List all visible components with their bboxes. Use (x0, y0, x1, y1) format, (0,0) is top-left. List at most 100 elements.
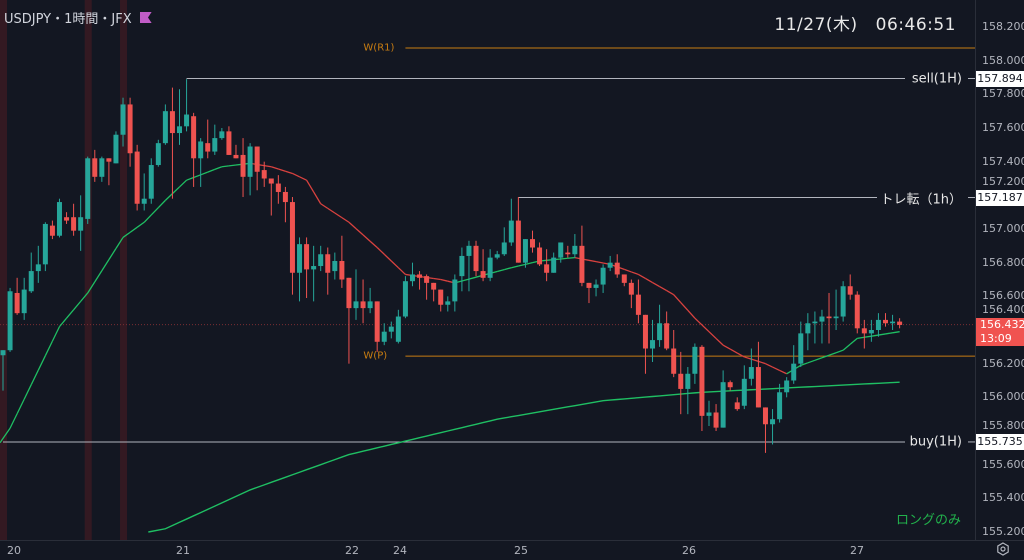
candle-body (438, 289, 444, 305)
ma-short-segment (200, 171, 208, 176)
ma-short-segment (136, 221, 145, 228)
price-axis[interactable] (975, 0, 1024, 540)
ma-short-segment (320, 203, 329, 209)
candle-body (240, 154, 246, 177)
symbol-title: USDJPY・1時間・JFX (4, 12, 132, 27)
candle-body (875, 319, 881, 330)
ma-short-segment (878, 333, 886, 336)
ma-short-segment (179, 179, 188, 188)
time-axis[interactable] (0, 540, 1024, 560)
candle-body (304, 244, 310, 270)
price-tick: 155.600 (982, 457, 1024, 471)
price-tick: 155.200 (982, 525, 1024, 538)
ma-short-segment (468, 276, 477, 280)
ma-short-segment (885, 332, 893, 335)
time-label: 24 (393, 544, 407, 557)
candle-body (847, 286, 853, 295)
date-text: 11/27(木) (774, 15, 858, 35)
price-tick: 156.800 (982, 255, 1024, 269)
candle-body (318, 254, 324, 267)
ma-short-segment (567, 256, 575, 259)
time-label: 26 (682, 544, 696, 557)
candle-body (544, 264, 550, 273)
candle-body (21, 289, 27, 314)
ma-short-segment (497, 268, 505, 273)
ma-short-segment (828, 352, 837, 356)
bar-countdown: 13:09 (980, 331, 1012, 345)
level-label-buy: buy(1H) (906, 434, 965, 450)
candle-body (424, 276, 430, 283)
candle-body (78, 217, 84, 231)
candle-body (628, 282, 634, 295)
ma-short-segment (87, 281, 96, 294)
candle-body (579, 245, 585, 283)
ma-short-segment (624, 268, 632, 273)
ma-short-segment (772, 366, 780, 371)
candle-body (621, 274, 627, 283)
ma-short-segment (150, 207, 159, 216)
ma-short-segment (638, 273, 646, 280)
candle-body (233, 154, 239, 159)
ma-short-segment (504, 267, 512, 271)
candle-body (713, 412, 719, 428)
candle-body (572, 245, 578, 255)
candle-body (494, 254, 500, 258)
ma-short-segment (433, 277, 441, 281)
candle-body (473, 245, 479, 272)
candle-body (226, 131, 232, 155)
level-label-trend: トレ転（1h） (877, 188, 965, 208)
candle-body (522, 239, 528, 263)
price-tick: 156.400 (982, 303, 1024, 316)
candle-body (311, 266, 317, 270)
ma-short-segment (16, 398, 25, 415)
candle-body (85, 158, 91, 219)
ma-short-segment (440, 278, 448, 282)
price-tick: 156.600 (982, 289, 1024, 303)
candle-body (134, 151, 140, 204)
candle-body (148, 165, 154, 199)
ma-short-segment (313, 191, 322, 205)
candle-body (297, 244, 303, 273)
level-price-label-buy: 155.735 (976, 433, 1024, 450)
candle-body (840, 286, 846, 317)
ma-short-segment (715, 337, 724, 346)
ma-short-segment (511, 265, 519, 269)
candle-body (367, 301, 373, 309)
ma-short-segment (362, 234, 371, 242)
ma-short-segment (708, 331, 717, 339)
ma-short-segment (673, 294, 682, 303)
ma-short-segment (701, 324, 710, 333)
candle-body (219, 131, 225, 139)
candle-body (35, 264, 41, 272)
ma-short-segment (271, 166, 279, 170)
candle-body (558, 242, 564, 258)
ma-long-line (148, 381, 900, 533)
ma-short-segment (207, 168, 216, 173)
candle-body (854, 294, 860, 329)
flag-icon[interactable] (139, 12, 152, 23)
candle-body (883, 319, 888, 324)
settings-gear-icon[interactable] (996, 542, 1010, 556)
candle-body (409, 274, 415, 282)
candle-body (42, 223, 48, 265)
candle-body (890, 321, 896, 324)
price-tick: 158.200 (982, 20, 1024, 33)
candle-body (734, 402, 740, 410)
ma-short-segment (595, 261, 604, 264)
price-chart[interactable] (0, 0, 975, 540)
symbol-header[interactable]: USDJPY・1時間・JFX (4, 8, 152, 27)
ma-short-segment (94, 270, 103, 283)
ma-short-segment (871, 334, 879, 337)
ma-short-segment (193, 174, 201, 179)
candle-body (897, 321, 903, 325)
candle-body (699, 346, 705, 416)
ma-short-segment (722, 344, 731, 350)
datetime-display: 11/27(木) 06:46:51 (774, 10, 956, 35)
session-band (120, 0, 128, 540)
ma-short-segment (129, 226, 138, 233)
candle-body (727, 382, 733, 388)
candle-body (64, 217, 70, 221)
candle-body (551, 257, 557, 273)
candle-body (431, 282, 437, 290)
ma-short-segment (186, 176, 194, 181)
